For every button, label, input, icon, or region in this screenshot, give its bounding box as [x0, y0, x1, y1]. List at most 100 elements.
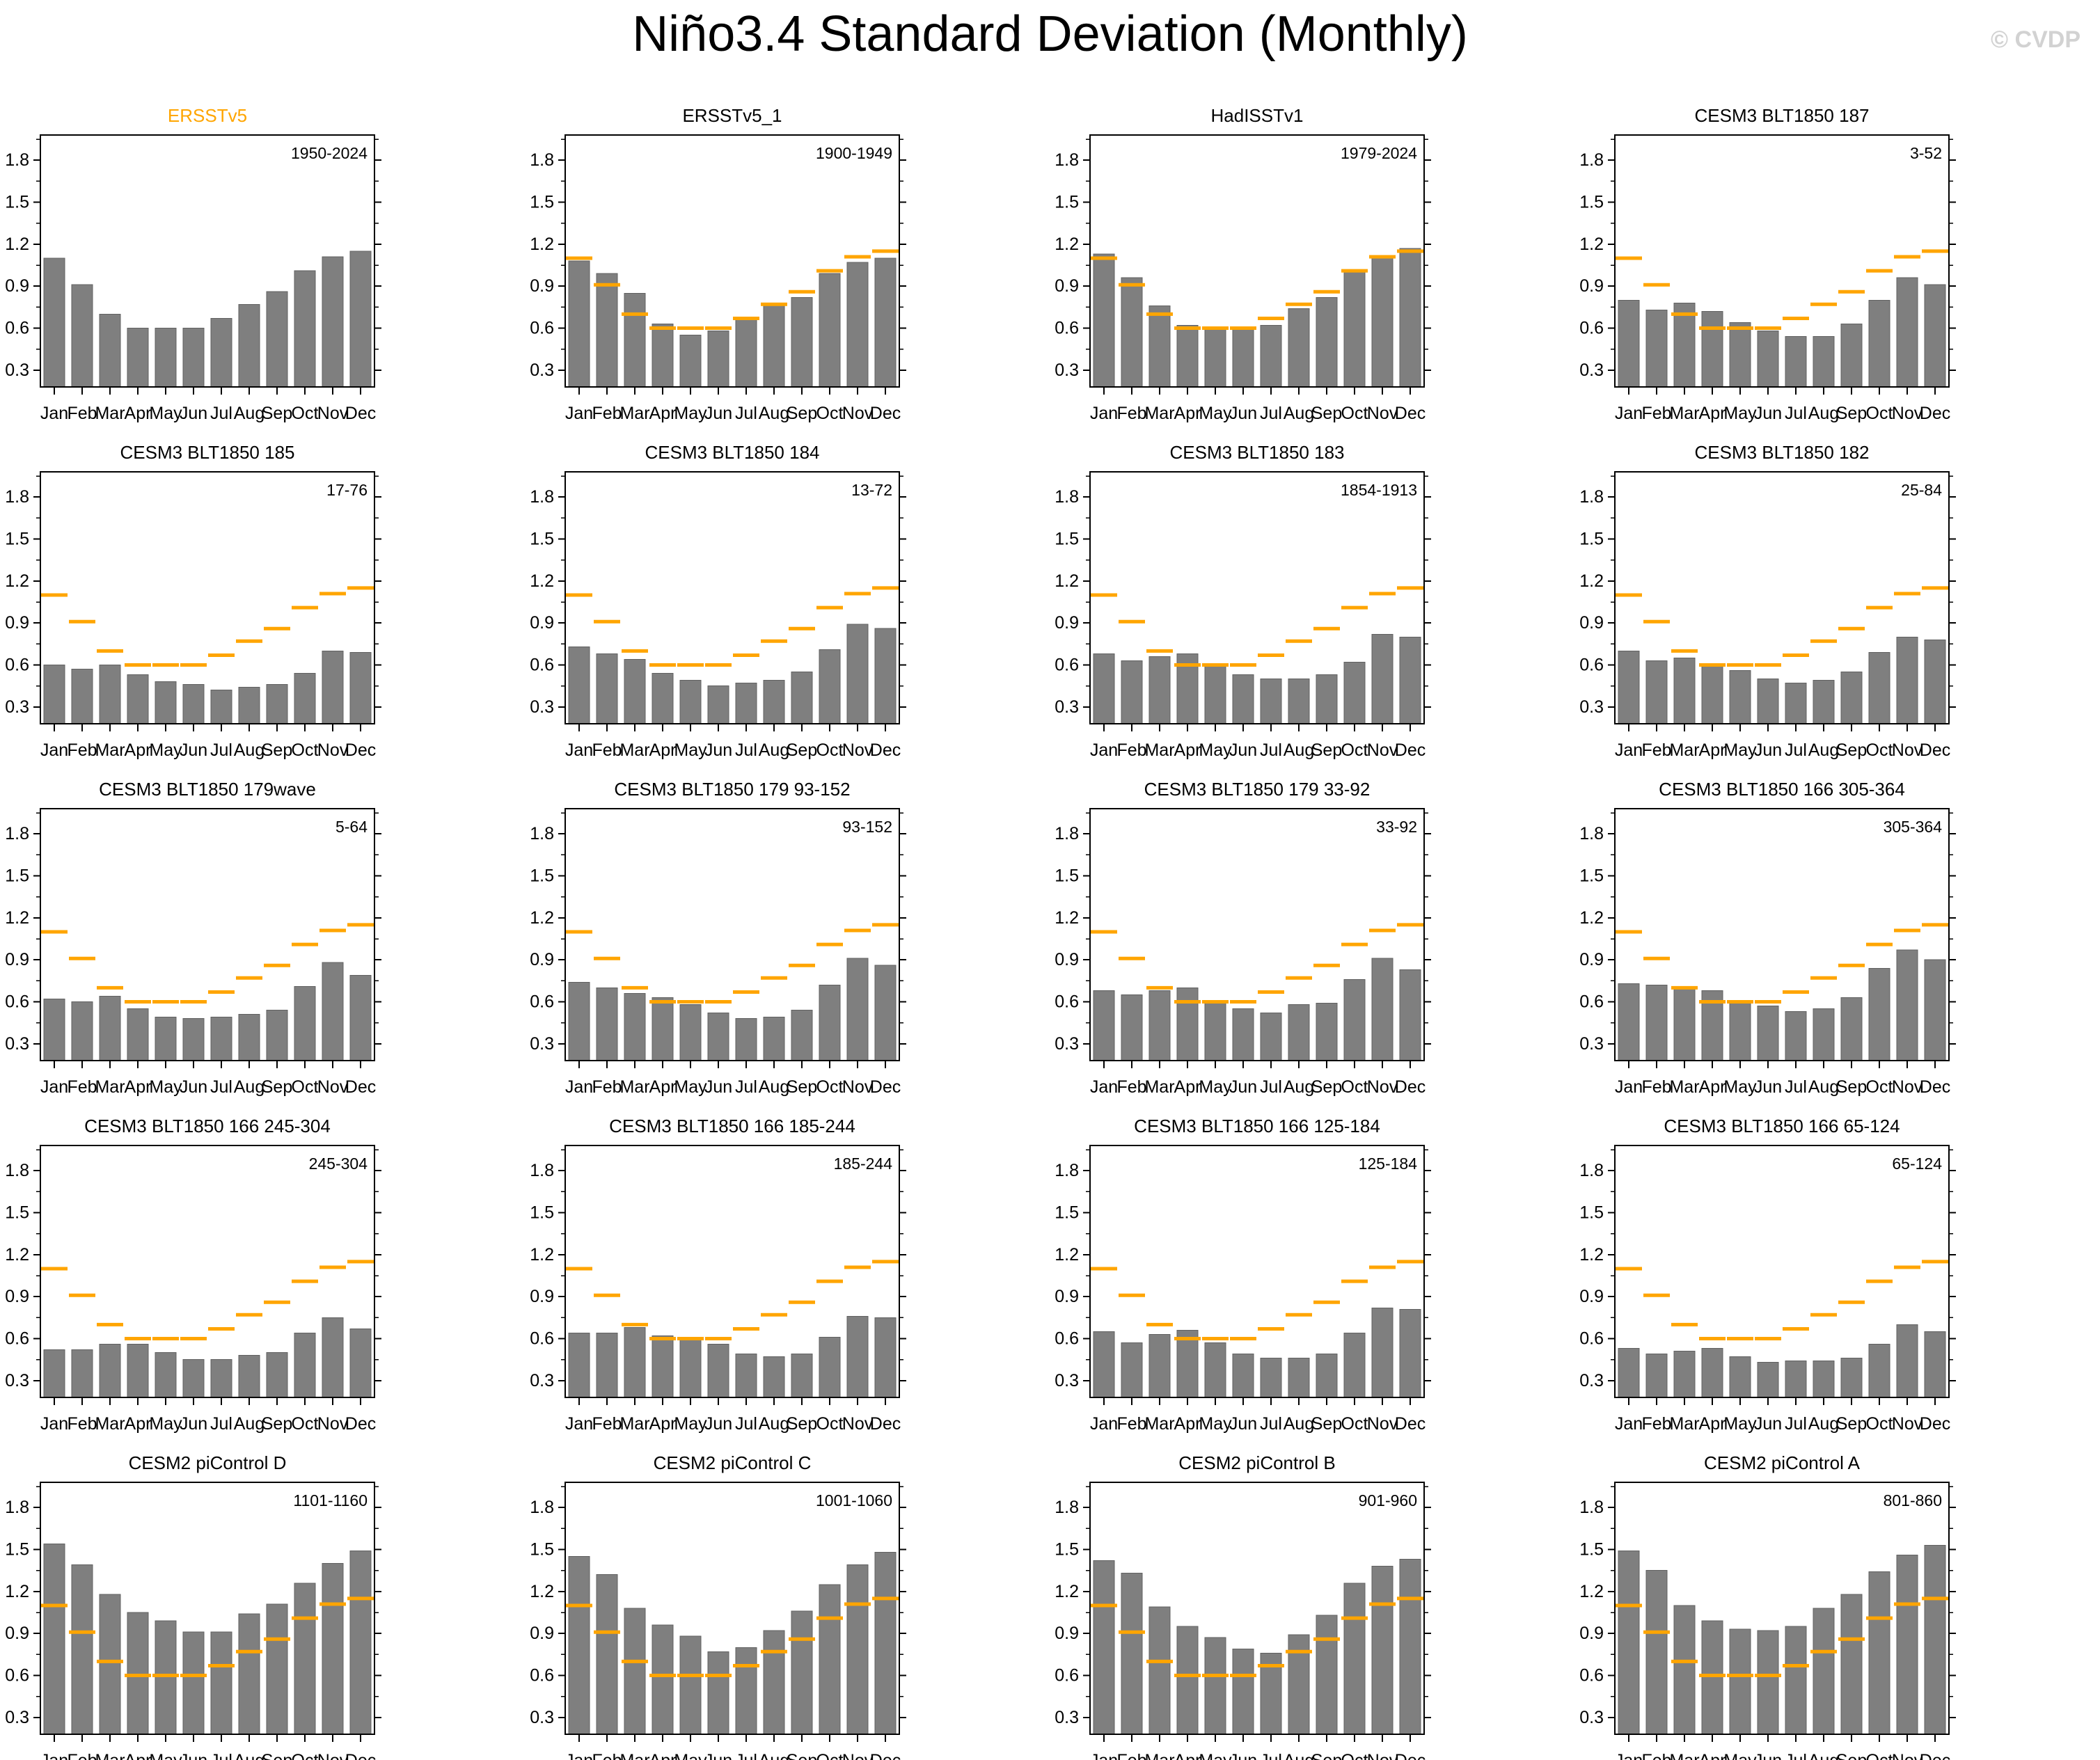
y-tick-label: 0.3 — [1055, 697, 1079, 717]
x-tick-label: Jul — [735, 1751, 757, 1760]
bar — [1729, 670, 1751, 724]
bar — [1924, 639, 1946, 724]
bar — [819, 649, 841, 724]
bar — [652, 1335, 674, 1398]
bar — [1757, 1006, 1779, 1061]
bar — [1093, 253, 1115, 388]
bar — [735, 319, 757, 388]
y-tick-label: 1.8 — [1055, 1498, 1079, 1517]
bar — [1204, 326, 1226, 388]
subplot-title: ERSSTv5_1 — [682, 105, 782, 126]
x-tick-label: Jul — [1785, 404, 1807, 423]
x-tick-label: May — [149, 1751, 182, 1760]
x-tick-label: Jan — [1615, 1414, 1643, 1434]
x-tick-label: Apr — [125, 1077, 152, 1097]
bar — [182, 328, 205, 388]
bar — [1840, 997, 1863, 1061]
bar — [1645, 1354, 1668, 1398]
bar — [1121, 660, 1143, 724]
x-tick-label: Nov — [1892, 740, 1923, 760]
bar — [1093, 1331, 1115, 1398]
x-tick-label: Apr — [649, 1077, 677, 1097]
bar — [1645, 984, 1668, 1061]
x-tick-label: Mar — [1669, 1077, 1699, 1097]
bar — [266, 1603, 288, 1735]
x-tick-label: Jul — [210, 740, 232, 760]
x-tick-label: Jun — [1754, 404, 1782, 423]
subplot-title: CESM2 piControl A — [1704, 1452, 1860, 1473]
bar — [652, 673, 674, 724]
x-tick-label: May — [674, 404, 707, 423]
y-tick-label: 1.5 — [1055, 530, 1079, 549]
bar — [266, 1010, 288, 1061]
x-tick-label: Oct — [816, 1077, 844, 1097]
x-tick-label: Oct — [1866, 1414, 1893, 1434]
y-tick-label: 1.5 — [530, 866, 554, 886]
x-tick-label: Oct — [816, 740, 844, 760]
y-tick-label: 1.5 — [1055, 193, 1079, 212]
y-tick-label: 1.2 — [1055, 908, 1079, 928]
x-tick-label: Jun — [704, 1077, 732, 1097]
x-tick-label: Feb — [67, 1414, 97, 1434]
bar — [182, 1631, 205, 1735]
bar — [1701, 310, 1723, 388]
x-tick-label: Nov — [317, 404, 349, 423]
bar — [707, 331, 729, 388]
x-tick-label: Nov — [1892, 1414, 1923, 1434]
bar — [791, 296, 813, 388]
bar — [1288, 1004, 1310, 1061]
bar — [1645, 309, 1668, 388]
x-tick-label: Oct — [1341, 404, 1368, 423]
x-tick-label: May — [149, 404, 182, 423]
x-tick-label: Oct — [292, 1414, 319, 1434]
x-tick-label: Sep — [1836, 1751, 1867, 1760]
plot-frame — [40, 1482, 375, 1735]
x-tick-label: Sep — [787, 1751, 817, 1760]
x-tick-label: Jan — [1615, 404, 1643, 423]
bar — [1813, 1608, 1835, 1735]
x-tick-label: Jan — [1615, 740, 1643, 760]
y-tick-label: 0.6 — [530, 319, 554, 338]
period-label: 1979-2024 — [1341, 144, 1417, 162]
y-tick-label: 0.3 — [1055, 1034, 1079, 1054]
x-tick-label: Feb — [1641, 404, 1671, 423]
x-tick-label: Dec — [345, 740, 376, 760]
subplot-panel: CESM2 piControl A 0.3 0.6 0.9 1.2 1.5 1.8 JanFe… — [1574, 1420, 2099, 1760]
bar — [1148, 1606, 1171, 1735]
bar — [1868, 967, 1890, 1061]
bar — [238, 1355, 260, 1398]
period-label: 1001-1060 — [816, 1491, 892, 1509]
x-tick-label: Sep — [1311, 740, 1342, 760]
x-tick-label: Apr — [1699, 1077, 1726, 1097]
x-tick-label: Apr — [1174, 1751, 1201, 1760]
plot-frame — [565, 471, 900, 724]
x-tick-label: Jan — [40, 1414, 68, 1434]
y-tick-label: 1.8 — [530, 824, 554, 843]
x-tick-label: Feb — [67, 404, 97, 423]
bar — [874, 628, 897, 724]
x-tick-label: May — [149, 1077, 182, 1097]
x-tick-label: Aug — [234, 1077, 265, 1097]
y-tick-label: 1.2 — [1055, 571, 1079, 591]
x-tick-label: Dec — [345, 1414, 376, 1434]
period-label: 25-84 — [1901, 481, 1942, 499]
period-label: 185-244 — [834, 1155, 893, 1173]
subplot-panel: CESM3 BLT1850 187 0.3 0.6 0.9 1.2 1.5 1.8 Jan Fe… — [1574, 73, 2099, 423]
y-tick-label: 1.5 — [1055, 866, 1079, 886]
x-tick-label: Nov — [317, 740, 349, 760]
subplot-title: HadISSTv1 — [1210, 105, 1304, 126]
x-tick-label: Mar — [1144, 740, 1174, 760]
x-tick-label: Aug — [234, 1751, 265, 1760]
x-tick-label: Aug — [759, 1751, 789, 1760]
y-tick-label: 1.8 — [5, 1498, 29, 1517]
x-tick-label: Jul — [1785, 1751, 1807, 1760]
x-tick-label: Jan — [1090, 740, 1118, 760]
y-tick-label: 0.9 — [1579, 613, 1604, 633]
x-tick-label: Apr — [1699, 1751, 1726, 1760]
y-tick-label: 0.6 — [1055, 1329, 1079, 1349]
plot-frame — [1089, 808, 1425, 1061]
